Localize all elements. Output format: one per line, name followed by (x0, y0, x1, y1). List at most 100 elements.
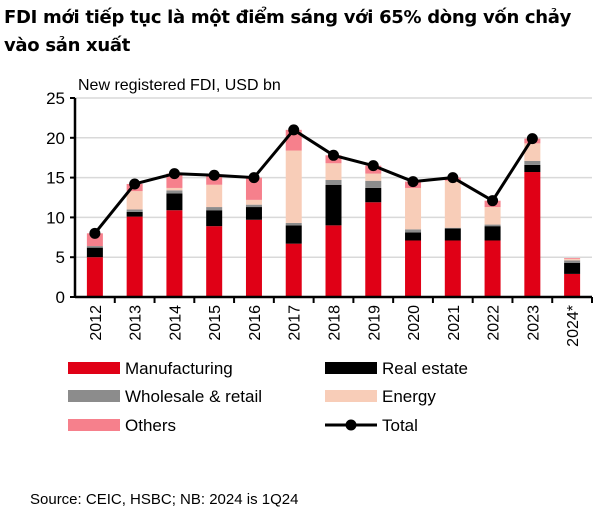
legend-swatch (325, 362, 377, 374)
bar-segment-energy (166, 187, 183, 191)
x-tick-label: 2021 (446, 305, 463, 341)
bar-segment-wholesale-retail (484, 224, 501, 227)
x-tick-label: 2013 (128, 305, 145, 341)
bar-segment-real-estate (444, 228, 461, 241)
total-point (526, 133, 538, 145)
legend-swatch (325, 390, 377, 402)
total-point (288, 124, 300, 136)
bar-segment-real-estate (86, 247, 103, 258)
total-point (328, 149, 339, 161)
x-tick-label: 2014 (167, 305, 184, 341)
bar-segment-wholesale-retail (206, 207, 223, 211)
bar-segment-energy (325, 163, 342, 180)
bar-segment-energy (524, 143, 541, 161)
bar-segment-wholesale-retail (166, 190, 183, 194)
bar-segment-manufacturing (444, 240, 461, 297)
figure-title: FDI mới tiếp tục là một điểm sáng với 65… (4, 7, 572, 56)
bar-segment-manufacturing (166, 210, 183, 297)
bar-segment-manufacturing (206, 226, 223, 297)
total-line (93, 127, 534, 235)
bar-segment-wholesale-retail (524, 160, 541, 165)
y-tick-label: 0 (56, 288, 65, 307)
y-tick-label: 10 (46, 208, 65, 227)
bar-segment-energy (564, 258, 581, 261)
bar-segment-wholesale-retail (86, 246, 103, 248)
bar-segment-manufacturing (86, 257, 103, 297)
bar-segment-real-estate (524, 164, 541, 173)
bar-segment-manufacturing (126, 216, 143, 297)
bar-segment-wholesale-retail (245, 204, 262, 208)
y-tick-label: 5 (56, 248, 65, 267)
x-tick-label: 2012 (88, 305, 105, 341)
source-note: Source: CEIC, HSBC; NB: 2024 is 1Q24 (30, 491, 299, 508)
bar-segment-manufacturing (285, 243, 302, 297)
bar-segment-real-estate (405, 232, 422, 241)
x-tick-label: 2018 (327, 305, 344, 341)
total-point (487, 195, 499, 207)
bar-segment-manufacturing (484, 240, 501, 297)
x-tick-label: 2016 (247, 305, 264, 341)
x-tick-label: 2020 (406, 305, 423, 341)
legend-label: Energy (382, 387, 436, 406)
x-tick-label: 2019 (366, 305, 383, 341)
bar-segment-manufacturing (245, 219, 262, 297)
y-tick-label: 25 (46, 89, 65, 108)
chart-title: New registered FDI, USD bn (78, 77, 281, 94)
x-tick-label: 2017 (287, 305, 304, 341)
bar-segment-energy (484, 207, 501, 225)
legend-label: Real estate (382, 359, 468, 378)
bar-segment-real-estate (484, 226, 501, 241)
legend-swatch (68, 362, 120, 374)
bar-segment-wholesale-retail (365, 180, 382, 188)
legend-label: Wholesale & retail (125, 387, 262, 406)
bar-segment-wholesale-retail (325, 179, 342, 185)
bar-segment-energy (126, 191, 143, 210)
bar-segment-manufacturing (325, 225, 342, 297)
bar-segment-real-estate (564, 262, 581, 274)
bar-segment-wholesale-retail (405, 229, 422, 233)
legend-label: Others (125, 416, 176, 435)
total-point (407, 176, 419, 188)
bar-segment-real-estate (126, 211, 143, 217)
bar-segment-energy (405, 187, 422, 230)
bar-segment-manufacturing (405, 240, 422, 297)
total-point (208, 169, 220, 181)
y-tick-label: 20 (46, 129, 65, 148)
bar-segment-wholesale-retail (564, 260, 581, 263)
total-point (89, 227, 101, 239)
bar-segment-manufacturing (564, 273, 581, 297)
bar-segment-real-estate (206, 210, 223, 227)
bar-segment-real-estate (325, 184, 342, 226)
total-point (248, 172, 260, 184)
bar-segment-real-estate (245, 207, 262, 220)
legend-swatch (68, 390, 120, 402)
legend-swatch (68, 419, 120, 431)
bar-segment-energy (245, 199, 262, 205)
bar-segment-wholesale-retail (126, 209, 143, 212)
bar-segment-wholesale-retail (285, 222, 302, 226)
bar-segment-others (245, 177, 262, 200)
total-point (447, 172, 459, 184)
bar-segment-energy (285, 150, 302, 223)
legend-label: Total (382, 416, 418, 435)
x-tick-label: 2022 (486, 305, 503, 341)
bar-segment-real-estate (285, 225, 302, 244)
bar-segment-manufacturing (365, 202, 382, 297)
x-tick-label: 2023 (525, 305, 542, 341)
bar-segment-energy (365, 173, 382, 181)
bar-segment-real-estate (365, 187, 382, 203)
bar-segment-others (564, 257, 581, 259)
x-tick-label: 2015 (207, 305, 224, 341)
legend-marker-total (345, 419, 357, 431)
total-point (367, 160, 379, 172)
legend-label: Manufacturing (125, 359, 233, 378)
bar-segment-energy (206, 184, 223, 208)
x-tick-label: 2024* (565, 305, 582, 347)
total-point (168, 168, 180, 180)
bar-segment-real-estate (166, 193, 183, 211)
bar-segment-energy (444, 180, 461, 228)
y-tick-label: 15 (46, 169, 65, 188)
total-point (129, 178, 141, 190)
